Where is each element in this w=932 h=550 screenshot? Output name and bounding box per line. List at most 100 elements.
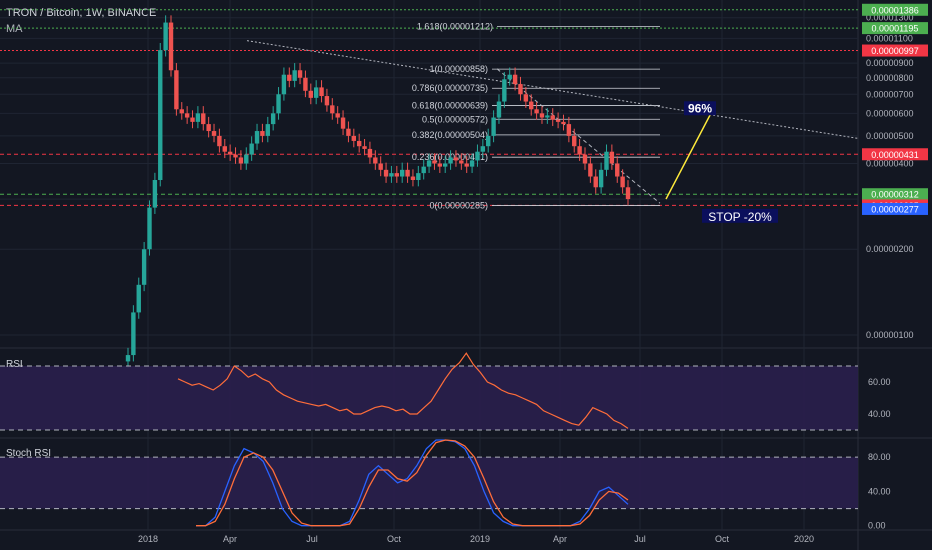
- price-level-label: 0.00001386: [871, 5, 919, 15]
- candle-body: [303, 77, 308, 91]
- fib-level-label: 1.618(0.00001212): [417, 21, 493, 31]
- fib-level-label: 0(0.00000285): [429, 200, 488, 210]
- candle-body: [518, 84, 523, 95]
- x-tick-label: 2018: [138, 534, 158, 544]
- y-tick-label: 0.00000500: [866, 131, 914, 141]
- candle-body: [448, 157, 453, 164]
- candle-body: [174, 70, 179, 110]
- candle-body: [625, 187, 631, 200]
- annotation-stop: STOP -20%: [708, 210, 772, 224]
- candle-body: [593, 176, 598, 188]
- candle-body: [615, 163, 620, 177]
- chart-title: TRON / Bitcoin, 1W, BINANCE: [6, 7, 157, 19]
- price-level-tag: [862, 44, 928, 57]
- candle-body: [598, 169, 604, 188]
- rsi-y-tick: 60.00: [868, 377, 891, 387]
- candle-body: [582, 154, 588, 164]
- candle-body: [131, 312, 136, 356]
- candle-body: [389, 173, 394, 177]
- candle-body: [399, 169, 405, 177]
- candle-body: [330, 105, 335, 114]
- candle-body: [555, 119, 561, 122]
- y-tick-label: 0.00001300: [866, 13, 914, 23]
- candle-body: [147, 207, 152, 250]
- y-tick-label: 0.00000900: [866, 58, 914, 68]
- candle-body: [394, 173, 400, 177]
- rsi-y-tick: 40.00: [868, 409, 891, 419]
- candle-body: [561, 121, 566, 125]
- fib-level-label: 0.5(0.00000572): [422, 114, 488, 124]
- candle-body: [437, 163, 443, 167]
- candle-body: [319, 87, 324, 97]
- candle-body: [152, 180, 158, 208]
- candle-body: [206, 124, 211, 132]
- stoch-line: [196, 439, 629, 527]
- price-level-label: 0.00000431: [871, 150, 919, 160]
- candle-body: [158, 50, 163, 181]
- candle-body: [254, 131, 260, 144]
- candle-body: [297, 70, 303, 78]
- fib-level-label: 1(0.00000858): [429, 64, 488, 74]
- rsi-title: RSI: [6, 359, 23, 370]
- candle-body: [125, 355, 131, 362]
- candle-body: [620, 176, 625, 188]
- fib-level-label: 0.618(0.00000639): [412, 101, 488, 111]
- candle-body: [577, 146, 582, 155]
- x-tick-label: Apr: [553, 534, 567, 544]
- candle-body: [335, 113, 340, 118]
- candle-body: [432, 160, 437, 164]
- annotation-box: [684, 101, 716, 116]
- y-tick-label: 0.00001100: [866, 33, 913, 43]
- candle-body: [383, 169, 389, 177]
- ma-indicator-label[interactable]: MA: [6, 23, 23, 35]
- candle-body: [351, 135, 357, 141]
- candle-body: [523, 94, 529, 102]
- y-tick-label: 0.00000200: [866, 244, 914, 254]
- x-tick-label: Jul: [634, 534, 646, 544]
- candle-body: [373, 157, 378, 164]
- stoch-title: Stoch RSI: [6, 448, 51, 459]
- y-tick-label: 0.00000400: [866, 158, 914, 168]
- fib-level-label: 0.382(0.00000504): [412, 130, 488, 140]
- candle-body: [362, 146, 367, 149]
- candle-body: [244, 154, 249, 164]
- candle-body: [308, 90, 313, 98]
- x-tick-label: 2019: [470, 534, 490, 544]
- candle-body: [222, 146, 227, 152]
- price-level-label: 0.00000277: [871, 204, 919, 214]
- candle-body: [233, 154, 238, 158]
- candle-body: [459, 160, 464, 164]
- candle-body: [324, 96, 330, 106]
- candle-body: [453, 157, 459, 161]
- candle-body: [410, 176, 416, 181]
- stoch-y-tick: 0.00: [868, 521, 886, 531]
- candle-body: [270, 113, 276, 125]
- candle-body: [566, 124, 572, 136]
- candle-body: [475, 151, 480, 161]
- candle-body: [238, 157, 244, 164]
- candle-body: [529, 101, 534, 110]
- annotation-box: [702, 208, 778, 223]
- candle-body: [340, 117, 346, 129]
- candle-body: [496, 101, 502, 118]
- candle-body: [292, 70, 297, 81]
- candle-body: [356, 140, 362, 147]
- candle-body: [609, 151, 615, 164]
- projection-arrow: [665, 110, 713, 200]
- candle-body: [502, 79, 507, 102]
- candle-body: [136, 284, 141, 313]
- y-tick-label: 0.00000100: [866, 330, 914, 340]
- price-level-label: 0.00000997: [871, 46, 919, 56]
- fib-trendline: [496, 68, 661, 204]
- price-level-tag: [862, 202, 928, 215]
- candle-body: [469, 160, 475, 167]
- rsi-band: [0, 366, 858, 430]
- candle-body: [265, 124, 270, 136]
- x-tick-label: Jul: [306, 534, 318, 544]
- stoch-y-tick: 80.00: [868, 452, 891, 462]
- candle-body: [480, 146, 486, 152]
- candle-body: [313, 87, 319, 98]
- candle-body: [539, 113, 545, 118]
- candle-body: [227, 151, 233, 155]
